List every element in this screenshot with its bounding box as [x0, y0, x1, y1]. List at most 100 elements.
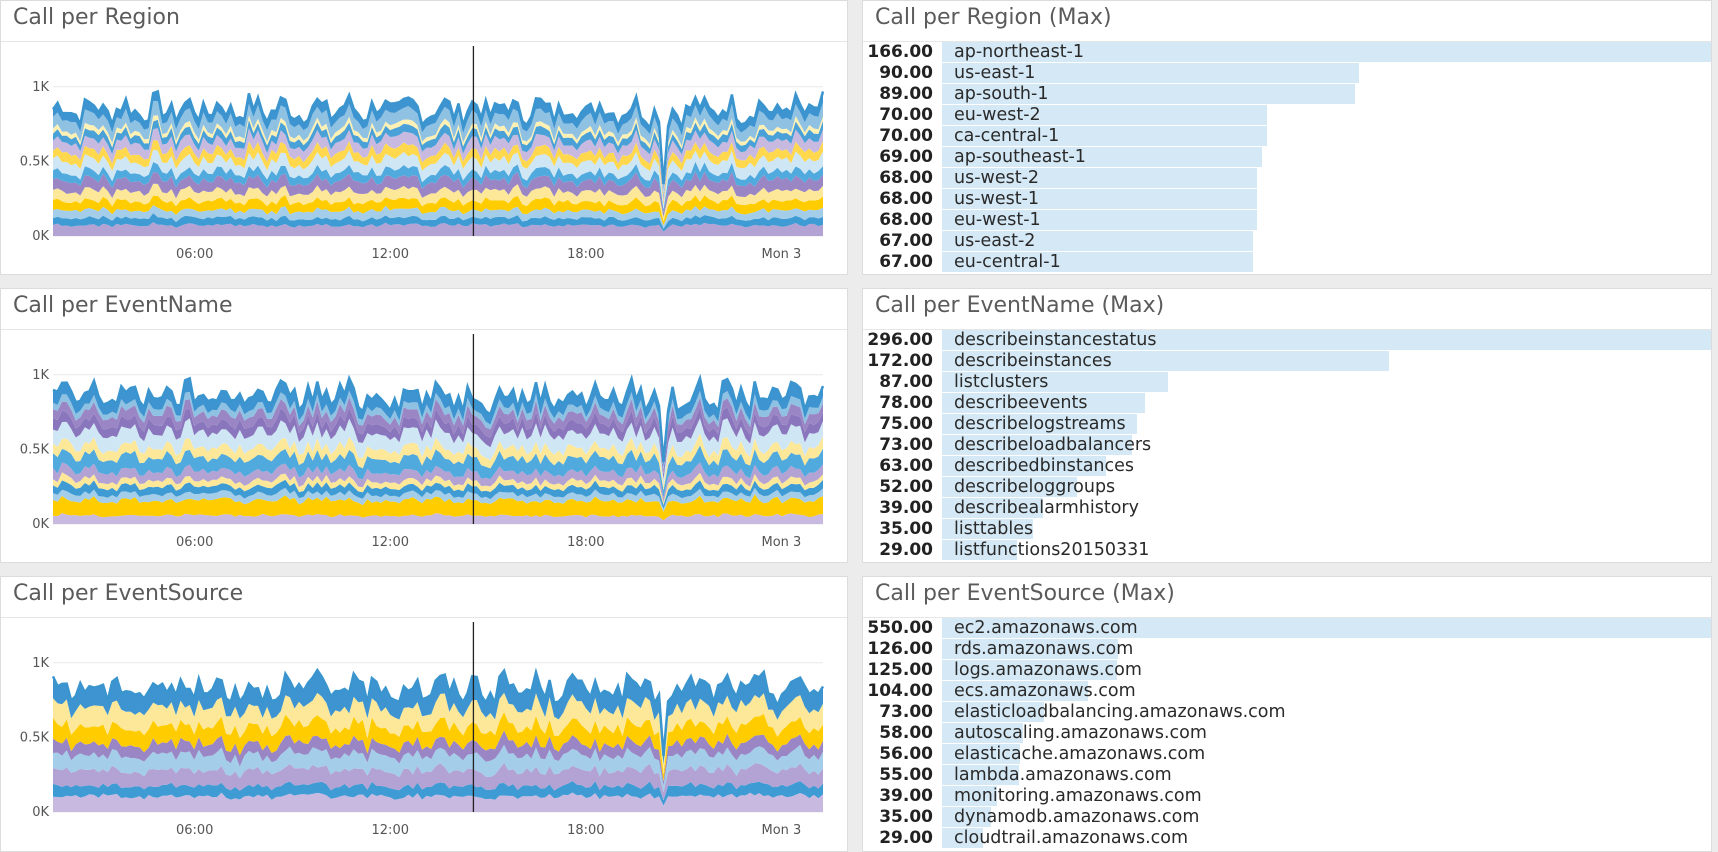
toplist-row[interactable]: 75.00 describelogstreams [863, 414, 1711, 435]
divider [1, 41, 847, 42]
toplist-value: 73.00 [879, 435, 933, 455]
toplist-label: dynamodb.amazonaws.com [954, 807, 1200, 827]
toplist-row[interactable]: 90.00 us-east-1 [863, 63, 1711, 84]
stacked-area-chart[interactable]: 0K 0.5K 1K 06:00 12:00 18:00 Mon 3 [1, 330, 848, 562]
toplist-value: 104.00 [867, 681, 933, 701]
toplist-panel-eventname[interactable]: Call per EventName (Max) 296.00 describei… [862, 288, 1712, 563]
toplist-label: describedbinstances [954, 456, 1135, 476]
toplist-value: 67.00 [879, 231, 933, 251]
toplist-bar [942, 807, 991, 827]
toplist-row[interactable]: 73.00 elasticloadbalancing.amazonaws.com [863, 702, 1711, 723]
toplist-label: listtables [954, 519, 1034, 539]
toplist-row[interactable]: 70.00 ca-central-1 [863, 126, 1711, 147]
toplist-row[interactable]: 29.00 cloudtrail.amazonaws.com [863, 828, 1711, 849]
timeseries-panel-region[interactable]: Call per Region 0K 0.5K 1K 06:00 12:00 18:00 M… [0, 0, 848, 275]
toplist-label: ap-south-1 [954, 84, 1049, 104]
toplist-row[interactable]: 296.00 describeinstancestatus [863, 330, 1711, 351]
toplist-row[interactable]: 35.00 listtables [863, 519, 1711, 540]
toplist-value: 126.00 [867, 639, 933, 659]
toplist-bar [942, 744, 1021, 764]
toplist-row[interactable]: 125.00 logs.amazonaws.com [863, 660, 1711, 681]
series-area [53, 472, 823, 505]
toplist-bar [942, 231, 1253, 251]
toplist-bar [942, 414, 1138, 434]
series-area [53, 140, 823, 206]
toplist-panel-region[interactable]: Call per Region (Max) 166.00 ap-northeast… [862, 0, 1712, 275]
timeseries-panel-eventsource[interactable]: Call per EventSource 0K 0.5K 1K 06:00 12:00 1… [0, 576, 848, 852]
toplist-bar [942, 786, 997, 806]
toplist-value: 35.00 [879, 807, 933, 827]
toplist-value: 73.00 [879, 702, 933, 722]
toplist-value: 29.00 [879, 828, 933, 848]
toplist-label: elasticloadbalancing.amazonaws.com [954, 702, 1286, 722]
toplist-label: logs.amazonaws.com [954, 660, 1142, 680]
toplist-bar [942, 828, 983, 848]
toplist-row[interactable]: 55.00 lambda.amazonaws.com [863, 765, 1711, 786]
toplist-row[interactable]: 29.00 listfunctions20150331 [863, 540, 1711, 561]
timeseries-panel-eventname[interactable]: Call per EventName 0K 0.5K 1K 06:00 12:00 18:… [0, 288, 848, 563]
toplist-row[interactable]: 67.00 eu-central-1 [863, 252, 1711, 273]
toplist-label: ap-southeast-1 [954, 147, 1086, 167]
toplist-label: describeinstances [954, 351, 1112, 371]
series-area [53, 213, 823, 232]
series-area [53, 222, 823, 236]
toplist-row[interactable]: 166.00 ap-northeast-1 [863, 42, 1711, 63]
x-tick-label: 06:00 [176, 535, 213, 550]
x-tick-label: 06:00 [176, 823, 213, 838]
toplist-row[interactable]: 104.00 ecs.amazonaws.com [863, 681, 1711, 702]
y-tick-label: 0.5K [20, 442, 50, 457]
toplist-value: 39.00 [879, 786, 933, 806]
toplist-row[interactable]: 67.00 us-east-2 [863, 231, 1711, 252]
toplist-label: cloudtrail.amazonaws.com [954, 828, 1189, 848]
toplist-panel-eventsource[interactable]: Call per EventSource (Max) 550.00 ec2.ama… [862, 576, 1712, 852]
series-area [53, 433, 823, 491]
x-tick-label: 06:00 [176, 247, 213, 262]
stacked-area-chart[interactable]: 0K 0.5K 1K 06:00 12:00 18:00 Mon 3 [1, 42, 848, 274]
toplist-row[interactable]: 89.00 ap-south-1 [863, 84, 1711, 105]
toplist-row[interactable]: 172.00 describeinstances [863, 351, 1711, 372]
series-group [53, 378, 823, 524]
toplist-label: describeloggroups [954, 477, 1116, 497]
toplist-value: 69.00 [879, 147, 933, 167]
toplist-row[interactable]: 63.00 describedbinstances [863, 456, 1711, 477]
toplist-row[interactable]: 39.00 monitoring.amazonaws.com [863, 786, 1711, 807]
x-tick-label: 18:00 [567, 247, 604, 262]
toplist-label: describealarmhistory [954, 498, 1139, 518]
toplist-row[interactable]: 550.00 ec2.amazonaws.com [863, 618, 1711, 639]
toplist-row[interactable]: 52.00 describeloggroups [863, 477, 1711, 498]
divider [863, 41, 1711, 42]
toplist-label: eu-central-1 [954, 252, 1061, 272]
series-area [53, 418, 823, 486]
toplist-bar [942, 477, 1078, 497]
toplist-row[interactable]: 68.00 us-west-1 [863, 189, 1711, 210]
toplist-bar [942, 147, 1263, 167]
toplist-row[interactable]: 56.00 elasticache.amazonaws.com [863, 744, 1711, 765]
toplist-row[interactable]: 87.00 listclusters [863, 372, 1711, 393]
toplist-row[interactable]: 68.00 eu-west-1 [863, 210, 1711, 231]
toplist: 296.00 describeinstancestatus 172.00 descri… [863, 330, 1711, 562]
toplist-row[interactable]: 39.00 describealarmhistory [863, 498, 1711, 519]
series-area [53, 792, 823, 812]
stacked-area-chart[interactable]: 0K 0.5K 1K 06:00 12:00 18:00 Mon 3 [1, 618, 848, 850]
toplist-label: us-west-2 [954, 168, 1040, 188]
series-area [53, 128, 823, 203]
toplist-bar [942, 519, 1034, 539]
toplist-row[interactable]: 69.00 ap-southeast-1 [863, 147, 1711, 168]
series-area [53, 205, 823, 229]
toplist-row[interactable]: 73.00 describeloadbalancers [863, 435, 1711, 456]
toplist-row[interactable]: 58.00 autoscaling.amazonaws.com [863, 723, 1711, 744]
series-top-line [51, 89, 825, 185]
toplist-row[interactable]: 126.00 rds.amazonaws.com [863, 639, 1711, 660]
series-area [53, 171, 823, 218]
toplist-row[interactable]: 35.00 dynamodb.amazonaws.com [863, 807, 1711, 828]
toplist-row[interactable]: 70.00 eu-west-2 [863, 105, 1711, 126]
toplist-bar [942, 42, 1711, 62]
toplist-bar [942, 351, 1390, 371]
toplist-value: 172.00 [867, 351, 933, 371]
toplist-row[interactable]: 68.00 us-west-2 [863, 168, 1711, 189]
y-tick-label: 0.5K [20, 730, 50, 745]
series-area [53, 462, 823, 503]
series-area [53, 406, 823, 480]
toplist-label: us-east-2 [954, 231, 1036, 251]
toplist-row[interactable]: 78.00 describeevents [863, 393, 1711, 414]
